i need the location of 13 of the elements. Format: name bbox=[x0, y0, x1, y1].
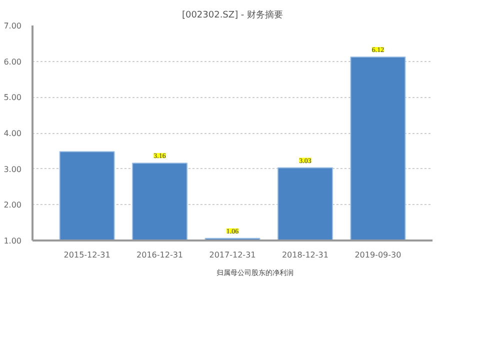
chart-title: [002302.SZ] - 财务摘要 bbox=[182, 10, 284, 20]
y-tick-label: 3.00 bbox=[4, 164, 22, 174]
y-tick-label: 5.00 bbox=[4, 93, 22, 102]
x-tick-label: 2018-12-31 bbox=[282, 250, 328, 260]
y-tick-label: 1.00 bbox=[4, 236, 22, 246]
x-tick-label: 2017-12-31 bbox=[209, 250, 256, 260]
y-tick-label: 4.00 bbox=[4, 129, 22, 138]
y-tick-label: 2.00 bbox=[4, 200, 22, 210]
y-tick-label: 7.00 bbox=[4, 22, 22, 30]
x-tick-label: 2016-12-31 bbox=[136, 250, 184, 260]
y-tick-label: 6.00 bbox=[4, 57, 22, 66]
x-tick-label: 2015-12-31 bbox=[64, 250, 110, 260]
x-tick-label: 2019-09-30 bbox=[354, 250, 402, 260]
